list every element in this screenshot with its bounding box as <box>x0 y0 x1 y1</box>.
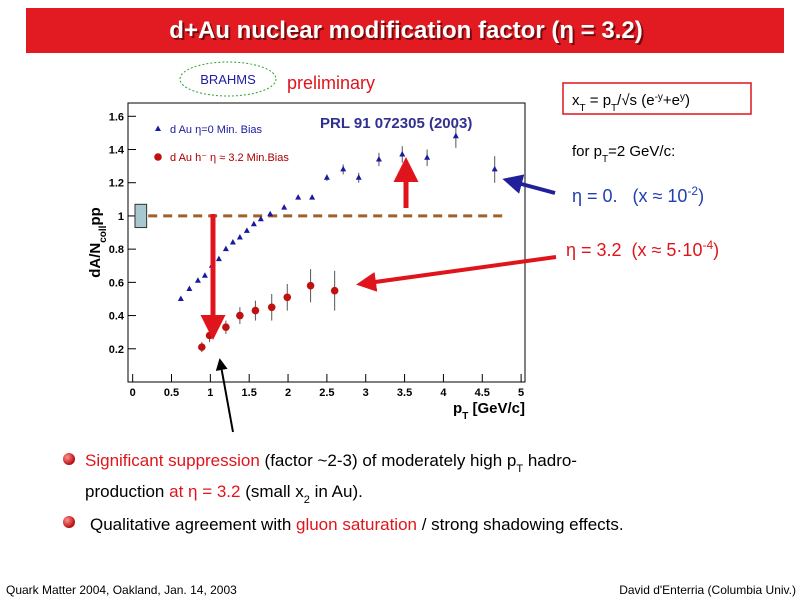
x-tick-label: 1.5 <box>242 387 257 399</box>
legend-label: d Au η=0 Min. Bias <box>170 124 263 136</box>
slide-title: d+Au nuclear modification factor (η = 3.… <box>169 17 642 44</box>
bullet <box>63 453 75 465</box>
x-tick-label: 1 <box>207 387 213 399</box>
point <box>229 239 236 245</box>
point <box>215 255 222 262</box>
y-tick-label: 1.4 <box>109 145 125 157</box>
point <box>323 174 330 180</box>
point <box>236 311 244 320</box>
legend-label: d Au h⁻ η ≈ 3.2 Min.Bias <box>170 152 289 164</box>
plot-frame <box>127 102 526 383</box>
x-tick-label: 4.5 <box>475 387 490 399</box>
point <box>424 154 431 160</box>
x-axis-label: pT [GeV/c] <box>453 400 525 422</box>
title-banner <box>26 8 784 53</box>
point <box>399 150 406 157</box>
point <box>267 210 274 217</box>
y-tick-label: 0.8 <box>109 244 124 256</box>
point <box>309 194 316 200</box>
annotation: PRL 91 072305 (2003) <box>320 115 472 132</box>
point <box>205 331 214 340</box>
x-tick-label: 2 <box>285 387 291 399</box>
x-axis-label-part: p <box>453 400 462 417</box>
point <box>186 285 193 291</box>
point <box>257 215 264 222</box>
logo-ring <box>179 61 277 97</box>
formula: xT = pT/√s (e-y+ey) <box>572 92 690 114</box>
y-tick-label: 1.2 <box>109 178 124 190</box>
point <box>295 194 302 200</box>
preliminary: preliminary <box>287 73 375 93</box>
title-shadow: d+Au nuclear modification factor (η = 3.… <box>171 19 644 46</box>
legend-symbol <box>154 153 162 161</box>
x-axis-label-part: [GeV/c] <box>468 400 525 417</box>
bullet-text: production at η = 3.2 (small x2 in Au). <box>85 482 363 506</box>
bullet <box>63 516 75 528</box>
point <box>251 306 260 315</box>
point <box>243 227 250 233</box>
y-axis-label-part: pp <box>87 207 104 225</box>
arrow <box>356 255 557 292</box>
point <box>198 343 206 351</box>
point <box>281 204 288 210</box>
footer-left: Quark Matter 2004, Oakland, Jan. 14, 200… <box>6 583 237 597</box>
y-tick-label: 0.6 <box>109 277 124 289</box>
formula-box <box>562 82 752 115</box>
condition: for pT=2 GeV/c: <box>572 143 675 165</box>
arrow <box>215 358 234 433</box>
point <box>355 174 362 180</box>
eta32-label: η = 3.2 (x ≈ 5·10-4) <box>566 238 719 260</box>
bullet-text: Qualitative agreement with gluon saturat… <box>90 515 624 534</box>
point <box>375 155 382 162</box>
norm-box <box>134 203 148 229</box>
point <box>267 303 276 312</box>
point <box>283 293 292 302</box>
eta0-label: η = 0. (x ≈ 10-2) <box>572 184 704 206</box>
point <box>330 286 339 295</box>
point <box>250 220 257 227</box>
footer-right: David d'Enterria (Columbia Univ.) <box>619 583 796 597</box>
y-axis-label: dA/Ncollpp <box>87 207 109 278</box>
logo: BRAHMS <box>200 72 256 87</box>
bullet-text: Significant suppression (factor ~2-3) of… <box>85 451 577 475</box>
point <box>194 277 201 283</box>
point <box>340 165 347 172</box>
point <box>236 234 243 240</box>
point <box>491 165 498 172</box>
x-tick-label: 5 <box>518 387 524 399</box>
x-tick-label: 3 <box>363 387 369 399</box>
y-tick-label: 0.2 <box>109 344 124 356</box>
y-axis-label-part: coll <box>98 225 109 242</box>
y-tick-label: 1 <box>118 211 124 223</box>
y-tick-label: 0.4 <box>109 311 125 323</box>
point <box>201 272 208 278</box>
x-axis-label-part: T <box>462 411 468 422</box>
point <box>222 323 230 331</box>
x-tick-label: 2.5 <box>319 387 334 399</box>
x-tick-label: 0.5 <box>164 387 179 399</box>
point <box>306 281 315 290</box>
plot: 0 0.5 1 1.5 2 2.5 3 3.5 4 4.5 5 0.2 0.4 0.6 0.8 1 1.2 1.4… <box>87 102 526 422</box>
x-tick-label: 4 <box>440 387 447 399</box>
legend-symbol <box>155 125 161 131</box>
point <box>177 295 184 301</box>
arrow <box>502 174 556 195</box>
y-tick-label: 1.6 <box>109 111 124 123</box>
y-axis-label-part: dA/N <box>87 243 104 278</box>
x-tick-label: 3.5 <box>397 387 412 399</box>
point <box>452 132 459 139</box>
x-tick-label: 0 <box>130 387 136 399</box>
point <box>222 245 229 252</box>
